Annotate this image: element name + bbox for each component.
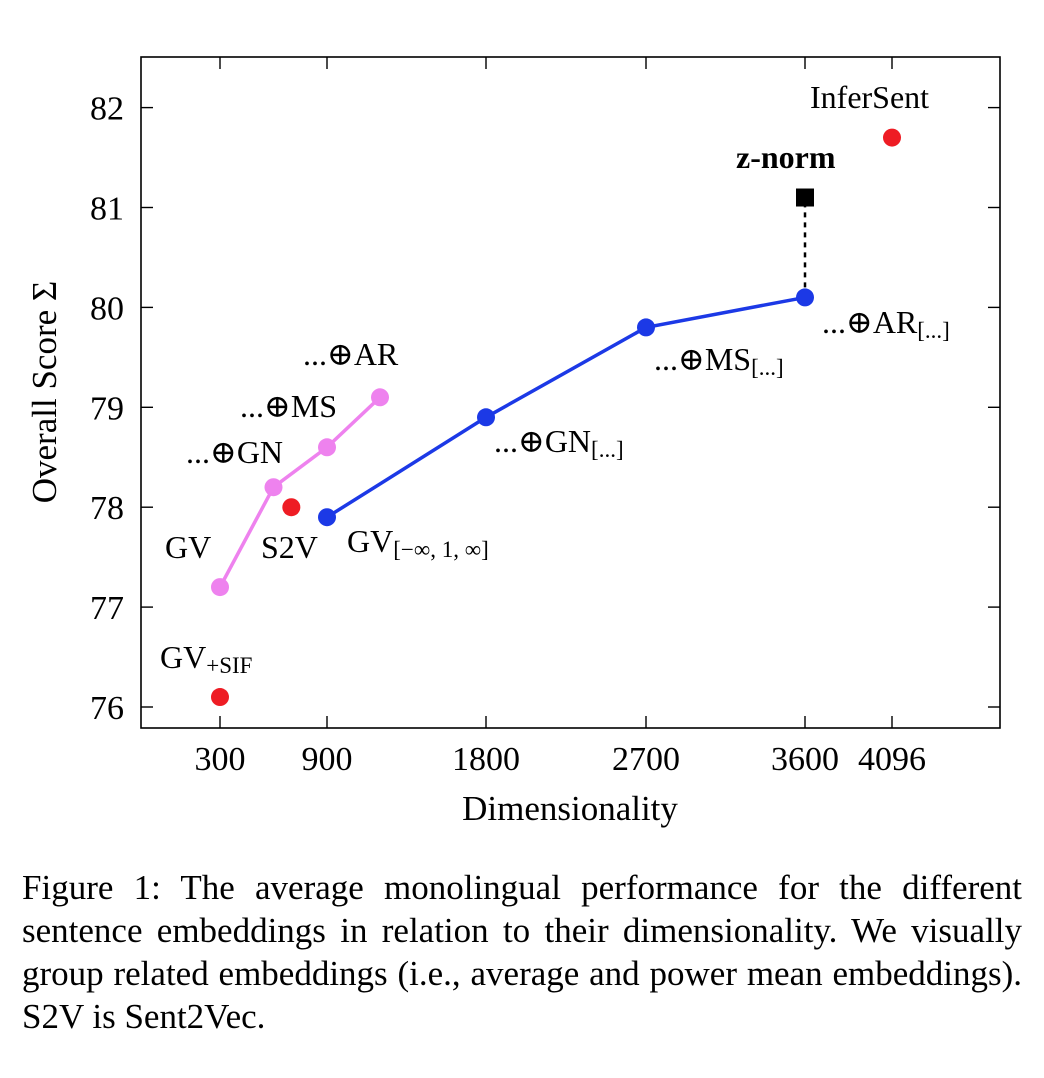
data-point [637,318,655,337]
axis-ticks: 300 900 1800 2700 3600 4096 76 77 78 79 80 81 82 [90,57,1000,778]
data-point [211,578,229,597]
y-tick-label: 82 [90,91,124,128]
point-label: InferSent [810,79,929,115]
point-label: GV+SIF [160,639,252,678]
point-label: ...⊕AR [303,336,399,372]
chart: 300 900 1800 2700 3600 4096 76 77 78 79 80 81 82 GV.… [25,56,1001,828]
y-tick-label: 80 [90,290,124,327]
x-axis-label: Dimensionality [462,789,678,828]
pink-line-series [218,396,382,588]
point-label: ...⊕MS [240,388,337,424]
point-label: z-norm [736,139,836,175]
plot-frame [140,56,1001,729]
data-point [211,688,229,707]
y-tick-label: 78 [90,490,124,527]
series-lines [218,197,807,588]
y-axis-label: Overall Score Σ [25,281,64,504]
x-tick-label: 300 [195,741,246,778]
data-point [264,478,283,497]
point-labels: GV ...⊕GN ...⊕MS ...⊕AR GV[−∞, 1, ∞] ...⊕GN[.… [160,79,950,678]
point-label: ...⊕MS[...] [654,341,784,380]
x-tick-label: 1800 [452,741,520,778]
data-point [883,128,901,147]
point-label: ...⊕AR[...] [822,304,950,343]
y-tick-label: 77 [90,590,124,627]
y-tick-label: 76 [90,690,124,727]
point-label: GV[−∞, 1, ∞] [347,523,489,562]
data-point [318,508,336,527]
data-point [371,388,389,407]
point-label: S2V [261,529,318,565]
point-label: GV [165,529,211,565]
point-label: ...⊕GN [186,434,283,470]
data-marks [211,128,901,707]
data-point [318,438,336,457]
blue-line-series [326,295,806,519]
figure-caption: Figure 1: The average monolingual perfor… [22,868,1022,1036]
data-point [796,288,814,307]
x-tick-label: 2700 [612,741,680,778]
data-point-square [796,188,814,207]
point-label: ...⊕GN[...] [494,423,624,462]
data-point [477,408,495,427]
y-tick-label: 79 [90,390,124,427]
x-tick-label: 3600 [771,741,839,778]
y-tick-label: 81 [90,191,124,228]
data-point [282,498,301,517]
x-tick-label: 4096 [858,741,926,778]
x-tick-label: 900 [302,741,353,778]
